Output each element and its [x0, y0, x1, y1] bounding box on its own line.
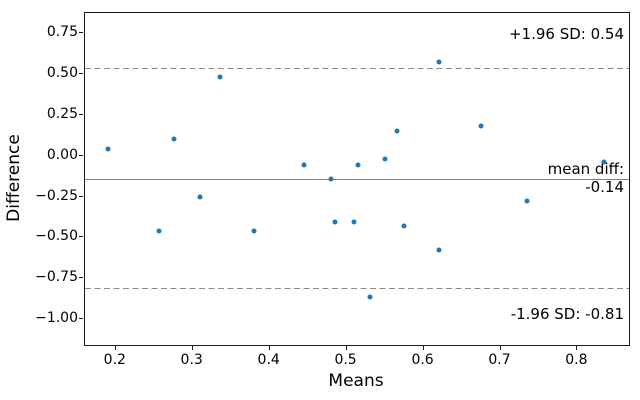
x-tick-mark	[191, 346, 193, 350]
y-tick-mark	[79, 154, 83, 156]
data-point	[351, 219, 357, 225]
y-tick-mark	[79, 114, 83, 115]
x-tick-label: 0.8	[565, 352, 588, 368]
data-point	[197, 194, 203, 199]
data-point	[171, 136, 176, 142]
y-tick-label: 0.50	[46, 65, 78, 82]
x-tick-mark	[422, 346, 424, 350]
data-point	[436, 247, 442, 253]
data-point	[328, 176, 334, 182]
x-tick-label: 0.3	[180, 352, 203, 368]
data-point	[355, 162, 361, 168]
x-tick-label: 0.4	[257, 352, 280, 368]
y-tick-label: −0.25	[35, 187, 78, 204]
x-tick-label: 0.2	[103, 352, 126, 368]
data-point	[382, 156, 388, 162]
y-tick-label: 0.75	[46, 24, 78, 41]
lower-loa-line	[85, 287, 629, 290]
plot-area: +1.96 SD: 0.54 mean diff: -0.14 -1.96 SD:…	[84, 12, 630, 346]
lower-loa-annotation: -1.96 SD: -0.81	[510, 305, 624, 323]
data-point	[217, 74, 223, 80]
x-axis-label: Means	[328, 371, 384, 391]
x-tick-label: 0.6	[411, 352, 434, 368]
upper-loa-line	[85, 67, 629, 69]
data-point	[251, 228, 257, 234]
data-point	[394, 128, 400, 134]
y-tick-mark	[79, 195, 83, 197]
data-point	[436, 59, 442, 65]
y-tick-mark	[79, 32, 83, 34]
data-point	[367, 294, 373, 300]
y-tick-mark	[79, 73, 83, 75]
data-point	[332, 219, 338, 225]
y-tick-label: −0.50	[35, 228, 78, 245]
upper-loa-annotation: +1.96 SD: 0.54	[508, 25, 624, 43]
y-tick-mark	[79, 317, 83, 319]
data-point	[105, 146, 111, 152]
mean-line	[85, 178, 629, 181]
x-tick-mark	[576, 346, 578, 350]
data-point	[601, 159, 607, 165]
x-tick-label: 0.5	[334, 352, 357, 368]
y-tick-mark	[79, 236, 83, 238]
data-point	[301, 162, 307, 168]
data-point	[478, 123, 484, 129]
x-tick-label: 0.7	[488, 352, 511, 368]
x-tick-mark	[114, 346, 116, 350]
y-tick-label: 0.25	[46, 106, 78, 122]
data-point	[156, 228, 162, 234]
data-point	[401, 223, 407, 229]
x-tick-mark	[268, 346, 270, 350]
x-tick-mark	[345, 346, 347, 350]
y-tick-label: −0.75	[35, 269, 78, 286]
y-tick-label: 0.00	[46, 146, 78, 163]
x-tick-mark	[499, 346, 501, 350]
y-tick-mark	[79, 277, 83, 279]
y-tick-label: −1.00	[35, 309, 78, 326]
data-point	[524, 198, 530, 204]
mean-diff-label: mean diff:	[547, 160, 624, 178]
mean-diff-value: -0.14	[585, 178, 624, 196]
